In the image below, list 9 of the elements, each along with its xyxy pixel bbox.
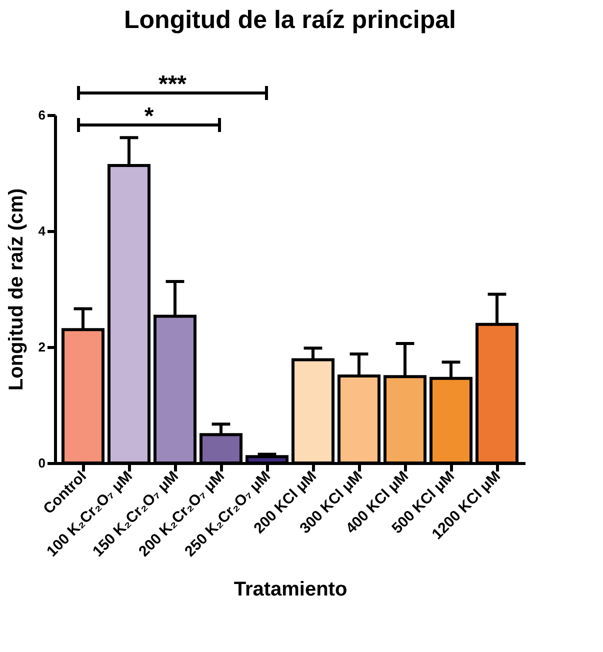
- y-tick-label: 0: [38, 456, 46, 470]
- annotation: *: [144, 103, 154, 130]
- y-tick-label: 6: [38, 108, 46, 122]
- text: ***: [158, 71, 188, 98]
- chart-title: Longitud de la raíz principal: [124, 6, 456, 34]
- y-tick-label: 4: [38, 224, 46, 238]
- x-axis-title: Tratamiento: [234, 578, 348, 600]
- y-tick-label: 2: [38, 340, 46, 354]
- y-axis-title: Longitud de raíz (cm): [5, 188, 28, 391]
